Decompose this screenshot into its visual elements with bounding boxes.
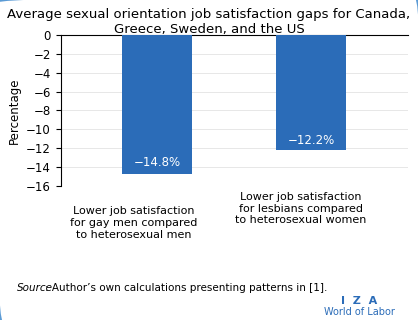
Text: Lower job satisfaction
for gay men compared
to heterosexual men: Lower job satisfaction for gay men compa…: [70, 206, 197, 240]
Bar: [122, 35, 192, 174]
Y-axis label: Percentage: Percentage: [8, 77, 20, 144]
Text: −14.8%: −14.8%: [133, 156, 181, 169]
Bar: [276, 35, 346, 150]
Text: −12.2%: −12.2%: [288, 134, 335, 147]
Text: I  Z  A: I Z A: [342, 296, 377, 306]
Text: Lower job satisfaction
for lesbians compared
to heterosexual women: Lower job satisfaction for lesbians comp…: [235, 192, 367, 225]
Text: Source: Source: [17, 283, 53, 293]
Text: World of Labor: World of Labor: [324, 307, 395, 317]
Text: : Author’s own calculations presenting patterns in [1].: : Author’s own calculations presenting p…: [45, 283, 328, 293]
Text: Average sexual orientation job satisfaction gaps for Canada,
Greece, Sweden, and: Average sexual orientation job satisfact…: [8, 8, 410, 36]
